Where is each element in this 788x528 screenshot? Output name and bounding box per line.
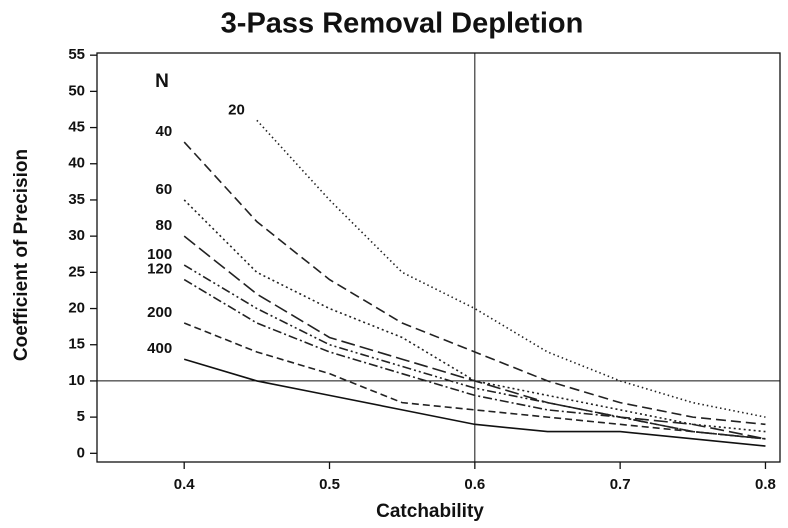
series-label: 60 (156, 181, 173, 198)
y-tick-label: 35 (68, 191, 85, 208)
y-tick-label: 20 (68, 300, 85, 317)
y-tick-label: 15 (68, 336, 85, 353)
y-axis-label: Coefficient of Precision (11, 149, 32, 361)
series-line (256, 119, 766, 418)
series-label: 80 (156, 217, 173, 234)
series-label: 40 (156, 123, 173, 140)
y-tick-label: 55 (68, 46, 85, 63)
series-line (183, 358, 766, 447)
y-tick-label: 25 (68, 263, 85, 280)
y-tick-label: 40 (68, 155, 85, 172)
chart-title: 3-Pass Removal Depletion (221, 8, 584, 40)
x-tick-label: 0.4 (174, 476, 196, 493)
series-label: 200 (147, 304, 172, 321)
y-tick-label: 10 (68, 372, 85, 389)
x-tick-label: 0.7 (610, 476, 631, 493)
plot-frame (96, 52, 781, 463)
y-tick-label: 45 (68, 119, 85, 136)
series-label: 100 (147, 246, 172, 263)
series-label: 120 (147, 261, 172, 278)
legend-title: N (155, 71, 169, 92)
x-tick-label: 0.5 (319, 476, 340, 493)
x-tick-label: 0.8 (755, 476, 776, 493)
series-line (183, 264, 766, 440)
series-line (183, 235, 766, 440)
x-axis-label: Catchability (376, 501, 484, 522)
series-label: 20 (228, 101, 245, 118)
y-tick-label: 0 (77, 444, 85, 461)
series-line (183, 322, 766, 440)
series-line (183, 141, 766, 426)
y-tick-label: 5 (77, 408, 85, 425)
y-tick-label: 50 (68, 82, 85, 99)
y-tick-label: 30 (68, 227, 85, 244)
series-line (183, 278, 766, 440)
series-label: 400 (147, 340, 172, 357)
x-tick-label: 0.6 (464, 476, 485, 493)
